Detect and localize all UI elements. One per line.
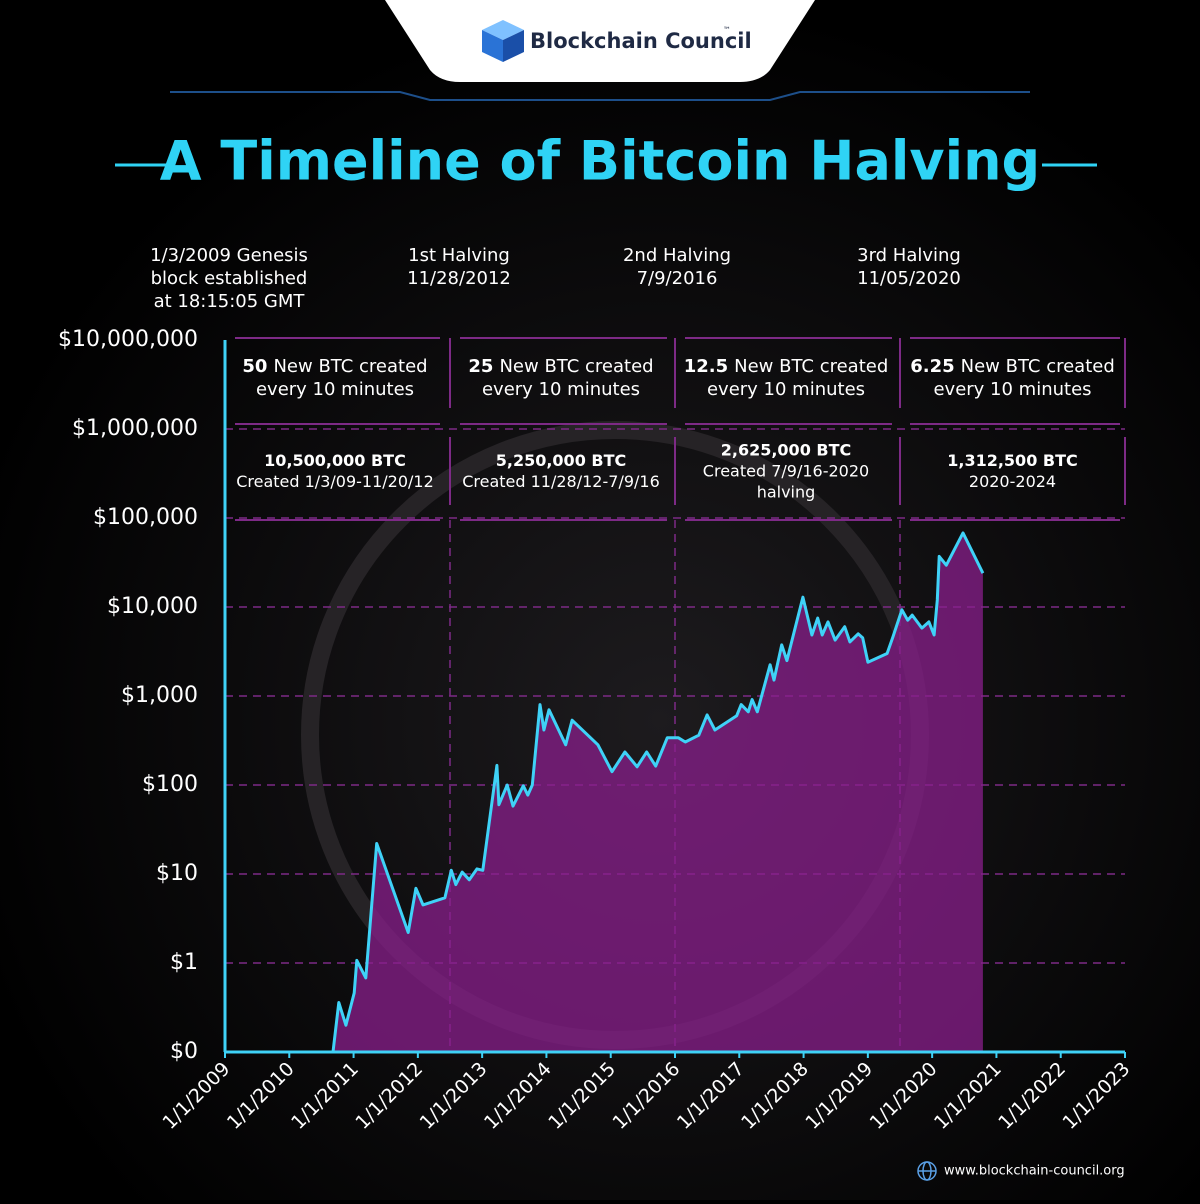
- era-reward: 50 New BTC created: [242, 356, 427, 377]
- y-tick-label: $1: [170, 950, 198, 975]
- event-label: 3rd Halving: [857, 245, 961, 266]
- reward-amount: 50: [242, 356, 267, 377]
- globe-icon: [917, 1161, 937, 1181]
- price-line: [331, 531, 985, 1053]
- event-label: 2nd Halving: [623, 245, 731, 266]
- header-tab: [385, 0, 815, 82]
- era-reward: every 10 minutes: [707, 379, 865, 400]
- era-period: halving: [757, 483, 816, 502]
- y-tick-label: $100,000: [93, 505, 198, 530]
- header-rule: [170, 91, 1030, 101]
- event-label: block established: [151, 268, 308, 289]
- event-label: 11/05/2020: [857, 268, 961, 289]
- reward-text: New BTC created: [734, 356, 888, 377]
- chart-title: A Timeline of Bitcoin Halving: [160, 130, 1040, 193]
- era-supply: 1,312,500 BTC: [947, 451, 1078, 470]
- era-reward: every 10 minutes: [482, 379, 640, 400]
- brand-name: Blockchain Council: [530, 29, 752, 53]
- event-label: 1st Halving: [408, 245, 510, 266]
- reward-amount: 6.25: [910, 356, 954, 377]
- footer-url: www.blockchain-council.org: [944, 1164, 1125, 1179]
- y-tick-label: $10,000: [107, 594, 198, 619]
- event-label: at 18:15:05 GMT: [154, 291, 306, 312]
- era-reward: 12.5 New BTC created: [684, 356, 889, 377]
- era-period: Created 1/3/09-11/20/12: [236, 472, 434, 491]
- reward-text: New BTC created: [273, 356, 427, 377]
- y-tick-label: $10: [156, 861, 198, 886]
- reward-amount: 25: [468, 356, 493, 377]
- reward-text: New BTC created: [961, 356, 1115, 377]
- y-tick-label: $1,000: [121, 683, 198, 708]
- era-supply: 2,625,000 BTC: [721, 441, 852, 460]
- reward-amount: 12.5: [684, 356, 728, 377]
- event-label: 1/3/2009 Genesis: [150, 245, 308, 266]
- y-tick-label: $0: [170, 1039, 198, 1064]
- event-label: 11/28/2012: [407, 268, 511, 289]
- era-reward: every 10 minutes: [256, 379, 414, 400]
- era-reward: 6.25 New BTC created: [910, 356, 1115, 377]
- event-label: 7/9/2016: [637, 268, 718, 289]
- era-period: Created 11/28/12-7/9/16: [462, 472, 660, 491]
- y-tick-label: $100: [142, 772, 198, 797]
- area-fill: [333, 532, 983, 1052]
- trademark: ™: [723, 26, 731, 35]
- era-period: Created 7/9/16-2020: [703, 462, 869, 481]
- era-period: 2020-2024: [969, 472, 1056, 491]
- reward-text: New BTC created: [499, 356, 653, 377]
- y-tick-label: $10,000,000: [58, 327, 198, 352]
- logo-cube: [482, 20, 524, 62]
- y-tick-label: $1,000,000: [72, 416, 198, 441]
- era-reward: every 10 minutes: [933, 379, 1091, 400]
- era-reward: 25 New BTC created: [468, 356, 653, 377]
- era-supply: 10,500,000 BTC: [264, 451, 406, 470]
- era-supply: 5,250,000 BTC: [496, 451, 627, 470]
